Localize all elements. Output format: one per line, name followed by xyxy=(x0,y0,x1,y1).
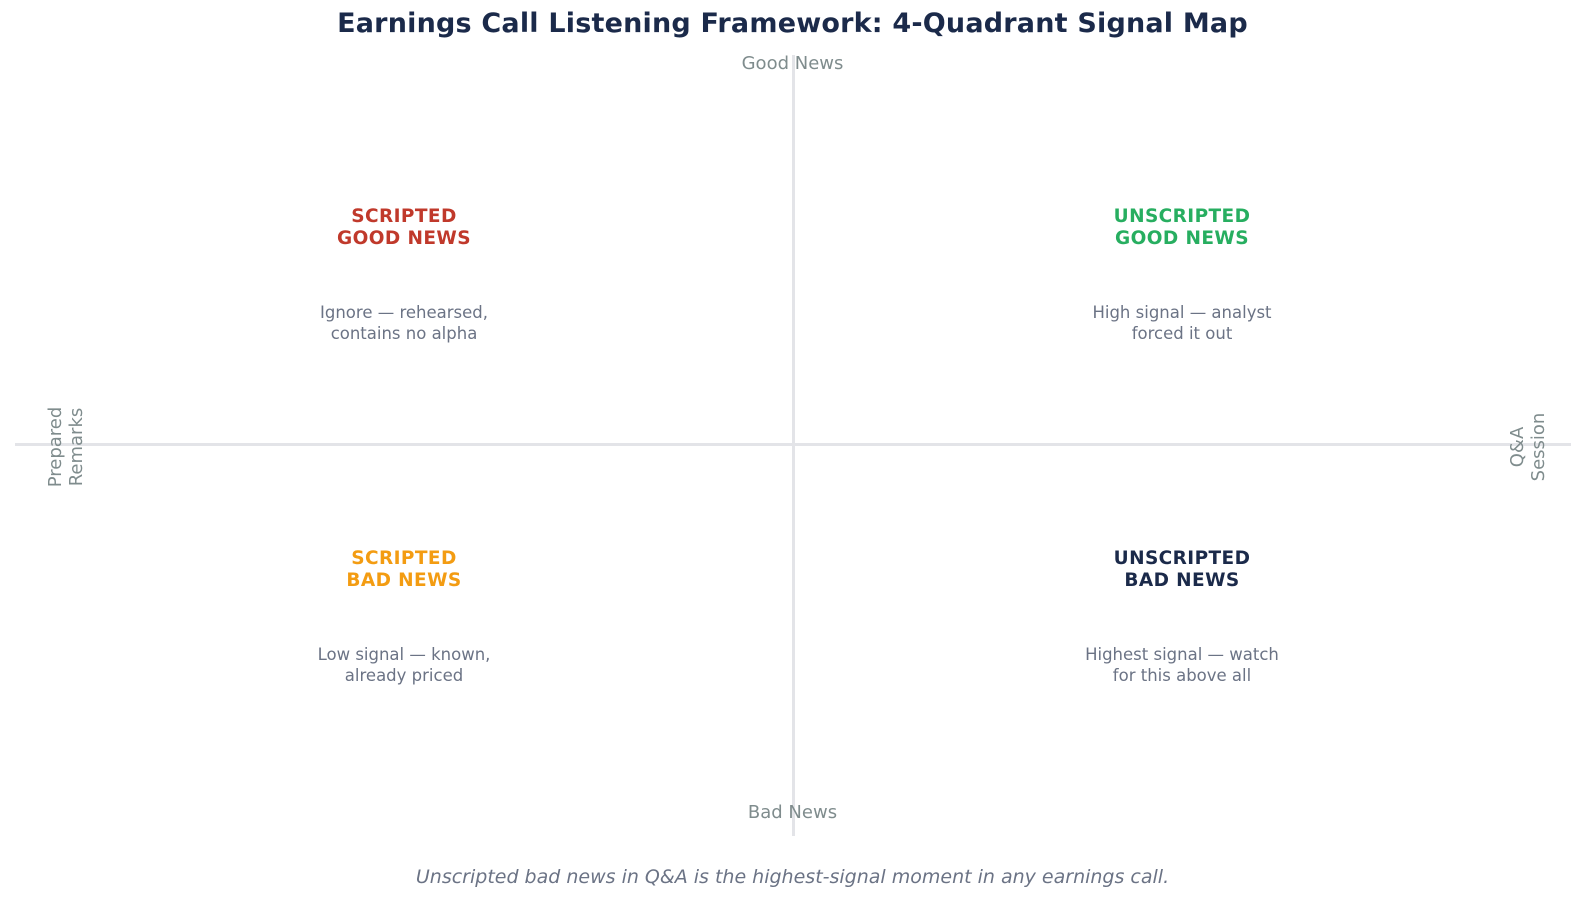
desc-line: contains no alpha xyxy=(330,324,478,343)
quadrant-description: Highest signal — watch for this above al… xyxy=(982,644,1382,686)
heading-line: SCRIPTED xyxy=(351,206,457,227)
desc-line: forced it out xyxy=(1131,324,1233,343)
desc-line: for this above all xyxy=(1112,666,1252,685)
desc-line: Highest signal — watch xyxy=(1085,645,1279,664)
heading-line: UNSCRIPTED xyxy=(1113,548,1251,569)
quadrant-heading: SCRIPTED BAD NEWS xyxy=(204,548,604,591)
quadrant-description: Ignore — rehearsed, contains no alpha xyxy=(204,302,604,344)
quadrant-scripted-bad-news: SCRIPTED BAD NEWS Low signal — known, al… xyxy=(204,548,604,686)
quadrant-description: Low signal — known, already priced xyxy=(204,644,604,686)
quadrant-unscripted-good-news: UNSCRIPTED GOOD NEWS High signal — analy… xyxy=(982,206,1382,344)
horizontal-axis-line xyxy=(15,443,1571,446)
quadrant-heading: UNSCRIPTED GOOD NEWS xyxy=(982,206,1382,249)
quadrant-description: High signal — analyst forced it out xyxy=(982,302,1382,344)
axis-label-line: Prepared xyxy=(45,406,66,488)
footer-caption: Unscripted bad news in Q&A is the highes… xyxy=(415,866,1170,888)
heading-line: UNSCRIPTED xyxy=(1113,206,1251,227)
axis-label-prepared-remarks: Prepared Remarks xyxy=(45,397,87,497)
axis-label-good-news: Good News xyxy=(741,53,844,74)
desc-line: already priced xyxy=(344,666,464,685)
quadrant-heading: SCRIPTED GOOD NEWS xyxy=(204,206,604,249)
desc-line: Ignore — rehearsed, xyxy=(320,303,488,322)
quadrant-unscripted-bad-news: UNSCRIPTED BAD NEWS Highest signal — wat… xyxy=(982,548,1382,686)
heading-line: SCRIPTED xyxy=(351,548,457,569)
axis-label-qa-session: Q&A Session xyxy=(1507,397,1549,497)
quadrant-scripted-good-news: SCRIPTED GOOD NEWS Ignore — rehearsed, c… xyxy=(204,206,604,344)
axis-label-bad-news: Bad News xyxy=(747,802,838,823)
axis-label-line: Remarks xyxy=(66,407,87,487)
axis-label-line: Session xyxy=(1528,412,1549,482)
heading-line: BAD NEWS xyxy=(1124,569,1240,591)
heading-line: GOOD NEWS xyxy=(337,227,471,249)
quadrant-heading: UNSCRIPTED BAD NEWS xyxy=(982,548,1382,591)
desc-line: Low signal — known, xyxy=(317,645,491,664)
diagram-title: Earnings Call Listening Framework: 4-Qua… xyxy=(337,8,1248,39)
heading-line: BAD NEWS xyxy=(346,569,462,591)
heading-line: GOOD NEWS xyxy=(1115,227,1249,249)
axis-label-line: Q&A xyxy=(1507,426,1528,468)
desc-line: High signal — analyst xyxy=(1092,303,1272,322)
